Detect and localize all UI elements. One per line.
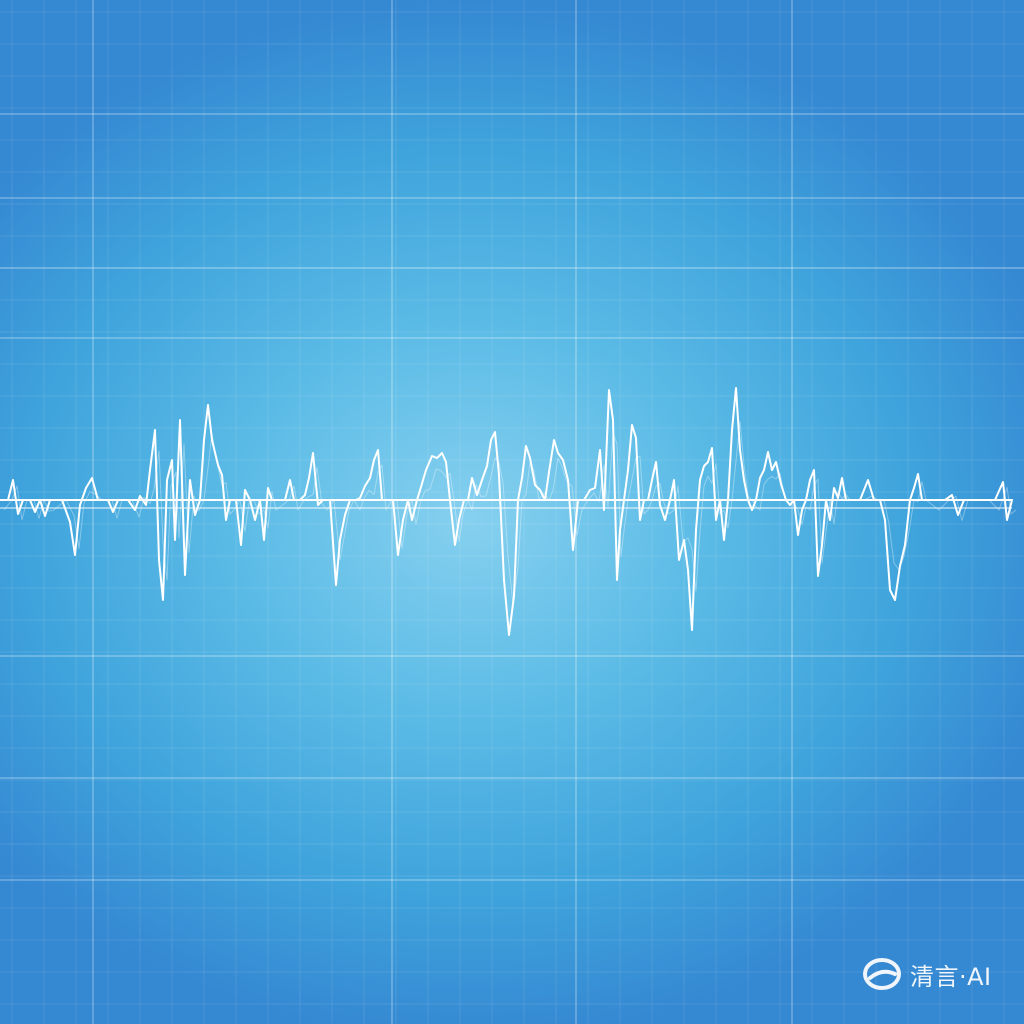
qingyan-logo-icon [863, 958, 901, 990]
waveform-line [0, 387, 1013, 636]
watermark: 清言·AI [862, 954, 992, 994]
waveform-echo-line [3, 421, 1017, 605]
watermark-text: 清言·AI [910, 962, 992, 991]
